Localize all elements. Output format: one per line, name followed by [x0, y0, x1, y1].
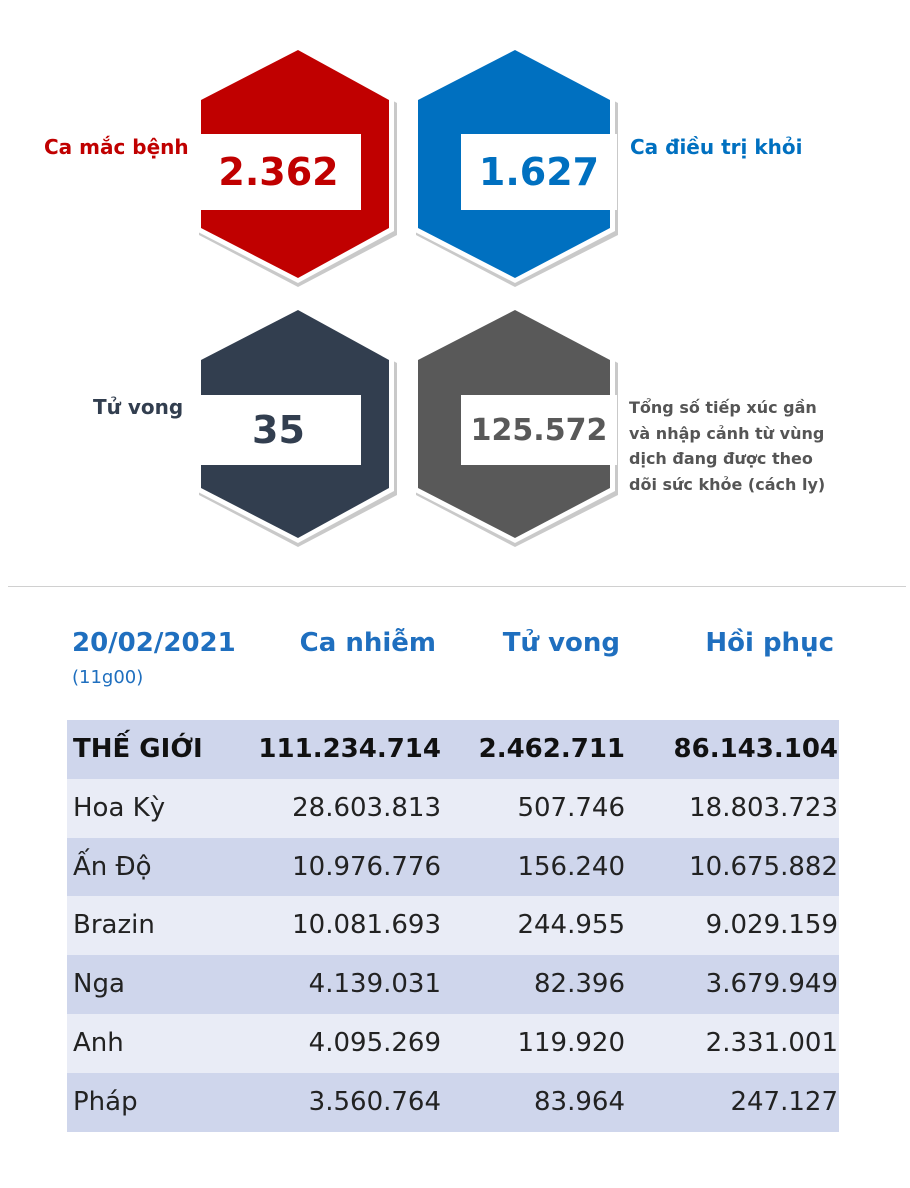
row-recovered: 10.675.882: [689, 851, 838, 882]
table-row-world: THẾ GIỚI 111.234.714 2.462.711 86.143.10…: [67, 720, 839, 779]
table-time: (11g00): [72, 667, 144, 688]
table-row: Anh 4.095.269 119.920 2.331.001: [67, 1013, 839, 1073]
row-cases: 4.139.031: [308, 969, 441, 1000]
cases-hexagon: 2.362: [196, 45, 400, 291]
table-row: Brazin 10.081.693 244.955 9.029.159: [67, 896, 839, 956]
header-recovered: Hồi phục: [705, 628, 834, 658]
row-cases: 10.081.693: [292, 910, 441, 941]
deaths-label: Tử vong: [93, 395, 184, 419]
monitored-value: 125.572: [461, 395, 617, 465]
cases-label: Ca mắc bệnh: [44, 135, 189, 159]
table-row: Pháp 3.560.764 83.964 247.127: [67, 1072, 839, 1132]
row-name: Pháp: [73, 1086, 138, 1117]
recovered-hexagon: 1.627: [413, 45, 618, 291]
recovered-value: 1.627: [461, 134, 617, 210]
row-recovered: 86.143.104: [673, 734, 838, 764]
row-name: THẾ GIỚI: [73, 734, 203, 764]
row-recovered: 2.331.001: [705, 1027, 838, 1058]
deaths-value: 35: [196, 395, 361, 465]
section-divider: [8, 586, 906, 587]
row-recovered: 9.029.159: [705, 910, 838, 941]
row-deaths: 507.746: [517, 792, 625, 823]
row-recovered: 247.127: [730, 1086, 838, 1117]
row-name: Hoa Kỳ: [73, 792, 166, 823]
row-recovered: 3.679.949: [705, 969, 838, 1000]
monitored-label: Tổng số tiếp xúc gần và nhập cảnh từ vùn…: [629, 398, 826, 494]
row-cases: 4.095.269: [308, 1027, 441, 1058]
row-name: Nga: [73, 969, 125, 1000]
header-cases: Ca nhiễm: [299, 628, 436, 658]
row-deaths: 82.396: [534, 969, 625, 1000]
row-name: Brazin: [73, 910, 155, 941]
row-deaths: 119.920: [517, 1027, 625, 1058]
deaths-hexagon: 35: [196, 305, 400, 551]
stats-table: THẾ GIỚI 111.234.714 2.462.711 86.143.10…: [67, 720, 839, 1132]
table-row: Nga 4.139.031 82.396 3.679.949: [67, 955, 839, 1014]
row-name: Anh: [73, 1027, 124, 1058]
table-date: 20/02/2021: [72, 628, 236, 658]
recovered-label: Ca điều trị khỏi: [630, 135, 803, 159]
cases-value: 2.362: [196, 134, 361, 210]
row-cases: 10.976.776: [292, 851, 441, 882]
table-row: Hoa Kỳ 28.603.813 507.746 18.803.723: [67, 778, 839, 838]
row-cases: 28.603.813: [292, 792, 441, 823]
row-deaths: 83.964: [534, 1086, 625, 1117]
row-cases: 3.560.764: [308, 1086, 441, 1117]
row-deaths: 244.955: [517, 910, 625, 941]
row-name: Ấn Độ: [73, 851, 152, 882]
row-deaths: 2.462.711: [478, 734, 625, 764]
row-recovered: 18.803.723: [689, 792, 838, 823]
row-deaths: 156.240: [517, 851, 625, 882]
header-deaths: Tử vong: [502, 628, 620, 658]
table-row: Ấn Độ 10.976.776 156.240 10.675.882: [67, 837, 839, 897]
monitored-hexagon: 125.572: [413, 305, 618, 551]
row-cases: 111.234.714: [258, 734, 441, 764]
